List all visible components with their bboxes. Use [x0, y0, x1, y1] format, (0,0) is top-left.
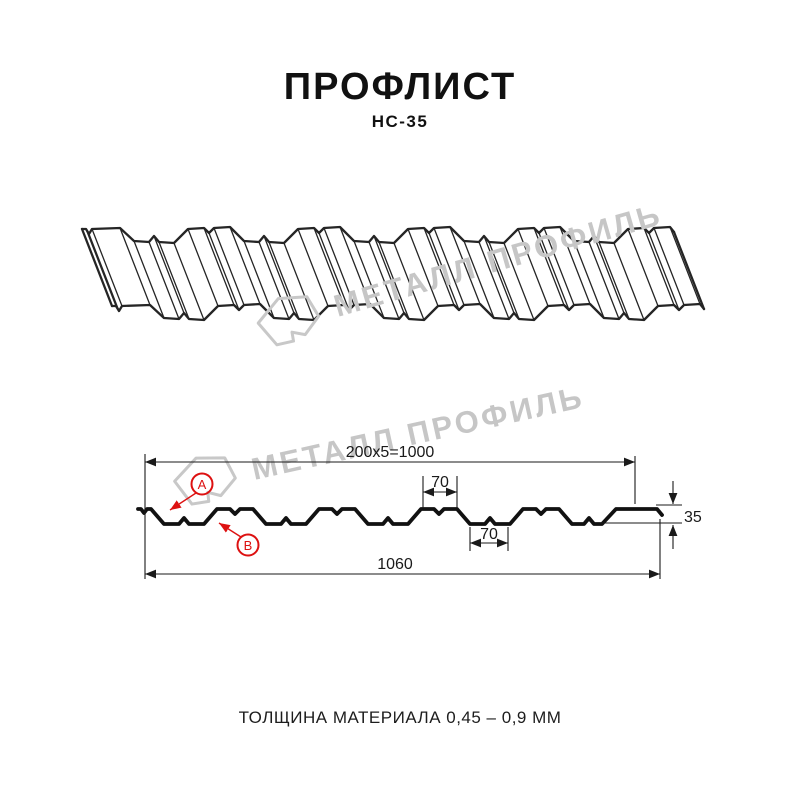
page-title: ПРОФЛИСТ: [283, 66, 517, 108]
dim-rib-top-width: 70: [431, 474, 449, 491]
callout-b-label: B: [244, 538, 253, 553]
dim-full-width: 1060: [377, 556, 413, 573]
profile-model-subtitle: НС-35: [371, 112, 429, 131]
callout-a-label: A: [198, 477, 207, 492]
callout-b: B: [218, 522, 260, 557]
dim-rib-bottom-width: 70: [480, 526, 498, 543]
cross-section-drawing: 200x5=1000 70 70 1060 35 A B: [136, 444, 702, 579]
sheet-3d-drawing: [80, 225, 706, 322]
profile-section-outline: [136, 507, 664, 526]
material-thickness-note: ТОЛЩИНА МАТЕРИАЛА 0,45 – 0,9 ММ: [238, 708, 562, 727]
callout-a: A: [169, 472, 214, 511]
dim-working-width: 200x5=1000: [346, 444, 435, 461]
dim-profile-height: 35: [684, 509, 702, 526]
